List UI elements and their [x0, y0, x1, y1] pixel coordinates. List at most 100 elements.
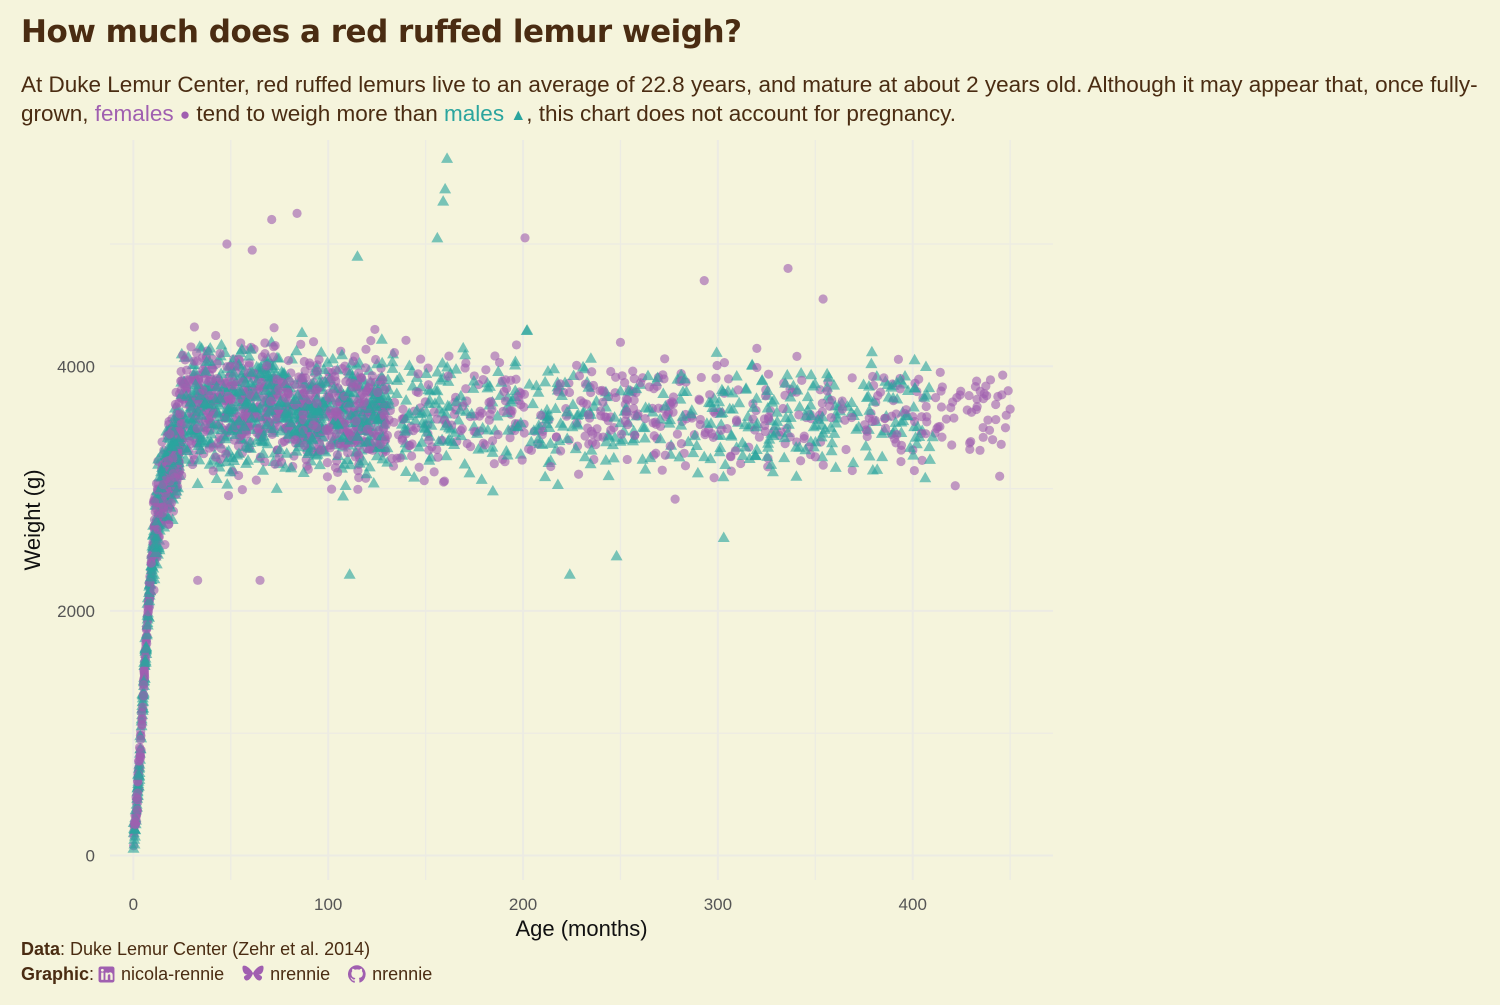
male-point: [189, 378, 202, 389]
y-tick-label: 0: [86, 847, 95, 866]
male-point: [557, 420, 570, 431]
female-point: [893, 354, 904, 364]
github-icon[interactable]: [348, 965, 366, 990]
female-point: [652, 381, 662, 391]
bluesky-handle[interactable]: nrennie: [270, 964, 331, 984]
male-point: [186, 413, 199, 424]
male-point: [274, 395, 287, 406]
female-point: [712, 360, 722, 371]
female-point: [1003, 386, 1013, 396]
female-point: [481, 365, 491, 375]
github-handle[interactable]: nrennie: [372, 964, 433, 984]
male-point: [600, 435, 613, 447]
male-point: [337, 489, 350, 501]
female-point: [818, 460, 828, 470]
male-point: [829, 461, 842, 472]
male-point: [290, 344, 303, 356]
female-point: [343, 448, 353, 458]
female-point: [826, 412, 836, 423]
male-point: [141, 618, 154, 630]
male-point: [431, 231, 444, 243]
female-point: [371, 354, 381, 365]
male-point: [582, 381, 595, 392]
female-point: [580, 431, 590, 441]
female-point: [760, 426, 770, 437]
female-point: [754, 432, 764, 442]
male-point: [339, 479, 352, 490]
male-point: [331, 418, 344, 429]
female-point: [461, 384, 471, 394]
male-point: [717, 531, 730, 543]
female-point: [360, 363, 371, 373]
male-point: [799, 410, 812, 421]
male-point: [224, 465, 237, 477]
female-point: [498, 406, 508, 417]
male-point: [578, 450, 591, 462]
male-point: [801, 390, 814, 402]
linkedin-handle[interactable]: nicola-rennie: [121, 964, 225, 984]
female-point: [536, 410, 546, 420]
female-point: [497, 376, 507, 386]
male-point: [739, 440, 752, 452]
female-point: [193, 575, 203, 585]
female-point: [978, 432, 988, 442]
female-point: [480, 440, 490, 450]
female-point: [234, 470, 244, 481]
male-point: [420, 367, 433, 378]
female-circle-icon: ●: [179, 105, 191, 124]
female-point: [207, 363, 217, 373]
linkedin-icon[interactable]: [98, 965, 115, 990]
female-point: [975, 445, 985, 455]
male-point: [657, 387, 670, 399]
female-point: [867, 416, 877, 427]
female-point: [657, 465, 667, 475]
female-point: [164, 519, 174, 530]
male-point: [577, 360, 590, 372]
male-point: [889, 416, 902, 427]
female-point: [574, 371, 584, 381]
male-point: [637, 421, 650, 432]
female-point: [143, 607, 153, 617]
female-point: [964, 390, 974, 401]
female-point: [694, 394, 704, 404]
male-point: [548, 362, 561, 374]
female-point: [211, 452, 221, 462]
male-point: [908, 353, 921, 365]
male-point: [133, 769, 146, 781]
male-point: [446, 435, 459, 446]
male-point: [360, 467, 373, 479]
male-point: [491, 410, 504, 421]
female-point: [170, 472, 180, 482]
female-point: [862, 426, 872, 436]
female-point: [353, 484, 363, 494]
female-point: [389, 348, 399, 358]
female-point: [505, 433, 515, 443]
male-point: [471, 427, 484, 438]
male-point: [161, 510, 174, 521]
bluesky-butterfly-icon[interactable]: [242, 965, 264, 990]
male-point: [450, 363, 463, 374]
female-point: [285, 376, 295, 386]
male-point: [211, 407, 224, 418]
x-axis-title: Age (months): [515, 916, 647, 941]
male-point: [259, 384, 272, 395]
male-point: [441, 399, 454, 411]
male-point: [315, 346, 328, 357]
male-point: [337, 431, 350, 443]
female-point: [311, 384, 321, 395]
male-point: [509, 359, 522, 370]
male-point: [312, 404, 325, 415]
female-point: [847, 465, 857, 476]
male-point: [822, 371, 835, 382]
female-point: [996, 439, 1006, 449]
male-point: [287, 404, 300, 415]
male-point: [290, 445, 303, 456]
female-point: [176, 385, 186, 395]
male-point: [457, 341, 470, 353]
female-point: [792, 351, 802, 362]
female-point: [324, 393, 334, 403]
female-point: [378, 375, 388, 385]
male-point: [739, 383, 752, 394]
graphic-credit-line: Graphic: nicola-rennie nrennie nrennie: [21, 962, 446, 990]
female-point: [135, 734, 146, 745]
